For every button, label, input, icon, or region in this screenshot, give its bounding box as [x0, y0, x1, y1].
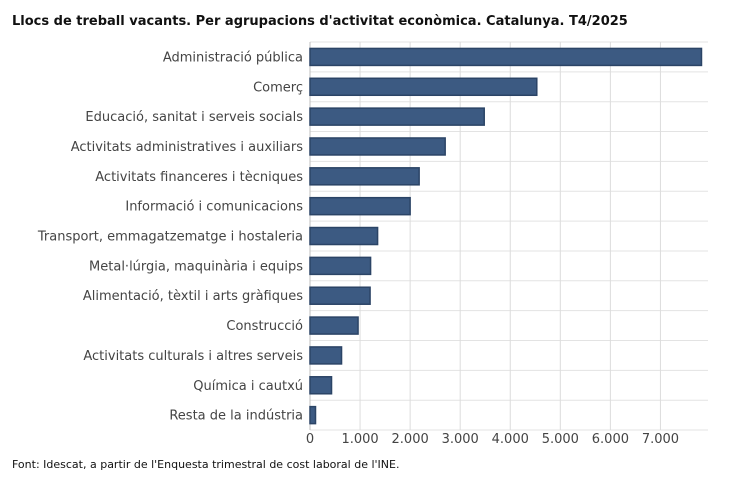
bars [309, 47, 703, 425]
grid-lines [309, 41, 708, 431]
category-label: Alimentació, tèxtil i arts gràfiques [83, 289, 303, 304]
bar [309, 107, 485, 126]
category-label: Educació, sanitat i serveis socials [85, 110, 303, 125]
x-axis: 0 1.000 2.000 3.000 4.000 5.000 6.000 7.000 [306, 432, 679, 447]
category-label: Activitats culturals i altres serveis [83, 349, 303, 364]
tick-label: 5.000 [542, 432, 579, 447]
category-label: Construcció [226, 319, 303, 334]
category-label: Comerç [253, 80, 303, 95]
chart-title: Llocs de treball vacants. Per agrupacion… [12, 14, 628, 29]
tick-label: 6.000 [592, 432, 629, 447]
source-note: Font: Idescat, a partir de l'Enquesta tr… [12, 458, 400, 471]
bar [309, 346, 343, 365]
category-label: Resta de la indústria [169, 409, 303, 424]
bar [309, 77, 538, 97]
bar [309, 196, 411, 216]
bar-chart: Administració pública Comerç Educació, san… [37, 41, 708, 447]
category-label: Administració pública [163, 50, 303, 65]
bar [309, 226, 379, 246]
tick-label: 1.000 [341, 432, 378, 447]
bar [309, 167, 420, 186]
tick-label: 7.000 [642, 432, 679, 447]
tick-label: 2.000 [392, 432, 429, 447]
category-label: Activitats financeres i tècniques [95, 170, 303, 185]
tick-label: 0 [306, 432, 314, 447]
category-labels: Administració pública Comerç Educació, san… [37, 50, 303, 423]
bar [309, 256, 372, 276]
bar [309, 376, 333, 395]
bar [309, 286, 371, 305]
bar [309, 316, 359, 335]
bar [309, 137, 446, 156]
bar [309, 405, 317, 425]
category-label: Transport, emmagatzematge i hostaleria [37, 230, 303, 245]
category-label: Química i cautxú [193, 379, 303, 394]
bar [309, 47, 703, 67]
tick-label: 3.000 [442, 432, 479, 447]
category-label: Activitats administratives i auxiliars [71, 140, 304, 155]
tick-label: 4.000 [492, 432, 529, 447]
category-label: Metal·lúrgia, maquinària i equips [89, 259, 303, 274]
category-label: Informació i comunicacions [125, 200, 303, 215]
